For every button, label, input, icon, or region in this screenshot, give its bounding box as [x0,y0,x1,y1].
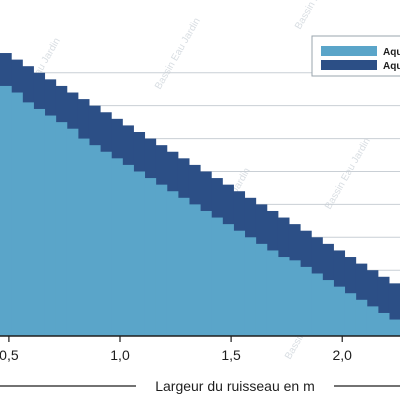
bar-series-1 [244,237,257,336]
bar-series-1 [22,102,34,336]
bar-series-1 [266,250,279,336]
legend-label-series-2: Aqu [383,61,400,72]
x-tick-label: 0,5 [0,347,19,363]
bar-series-1 [322,280,334,336]
bar-series-1 [88,145,101,336]
chart-series [0,53,400,337]
bar-series-1 [211,217,223,336]
bar-series-1 [255,243,268,336]
bar-series-1 [122,164,134,336]
legend: Aqu Aqu [311,35,400,77]
x-tick-label: 1,5 [221,347,241,363]
bar-series-1 [100,151,112,336]
bar-series-1 [188,204,201,336]
bar-series-1 [311,273,323,336]
bar-series-2 [366,270,379,336]
bar-series-2 [388,283,400,336]
x-axis-title: Largeur du ruisseau en m [155,378,315,394]
bar-series-1 [144,178,157,336]
legend-label-series-1: Aqu [383,47,400,58]
bar-series-1 [377,312,390,336]
bar-series-1 [111,158,123,336]
bar-series-1 [277,257,290,336]
bar-series-1 [355,299,368,336]
bar-series-1 [55,122,68,337]
bar-series-1 [366,306,379,336]
bar-series-1 [288,260,301,336]
bar-series-1 [200,210,212,336]
watermark-text: Bassin Eau Jardin [153,16,203,91]
bar-series-1 [388,319,400,336]
bar-series-1 [344,293,357,336]
watermark-text: Bassin Eau Jardin [323,136,373,211]
bar-series-1 [66,128,79,336]
bar-series-1 [233,230,246,336]
bar-series-1 [77,138,90,336]
legend-swatch-series-1 [321,46,377,56]
watermark-text: Bassin Eau Jardin [0,0,23,22]
bar-series-1 [44,115,57,336]
bar-series-1 [300,266,312,336]
bar-series-1 [133,171,146,336]
watermark-text: Bassin Eau Jardin [293,0,343,32]
x-ticks: 0,5 1,0 1,5 2,0 [0,336,352,363]
bar-series-1 [333,286,346,336]
legend-swatch-series-2 [321,60,377,70]
x-tick-label: 2,0 [332,347,352,363]
bar-series-1 [11,92,23,336]
bar-series-1 [177,197,190,336]
x-tick-label: 1,0 [110,347,130,363]
bar-series-1 [155,184,168,336]
bar-series-1 [33,108,46,336]
bar-series-2 [377,276,390,336]
bar-series-1 [222,224,234,336]
bar-series-1 [166,191,179,336]
bar-series-1 [0,85,12,336]
